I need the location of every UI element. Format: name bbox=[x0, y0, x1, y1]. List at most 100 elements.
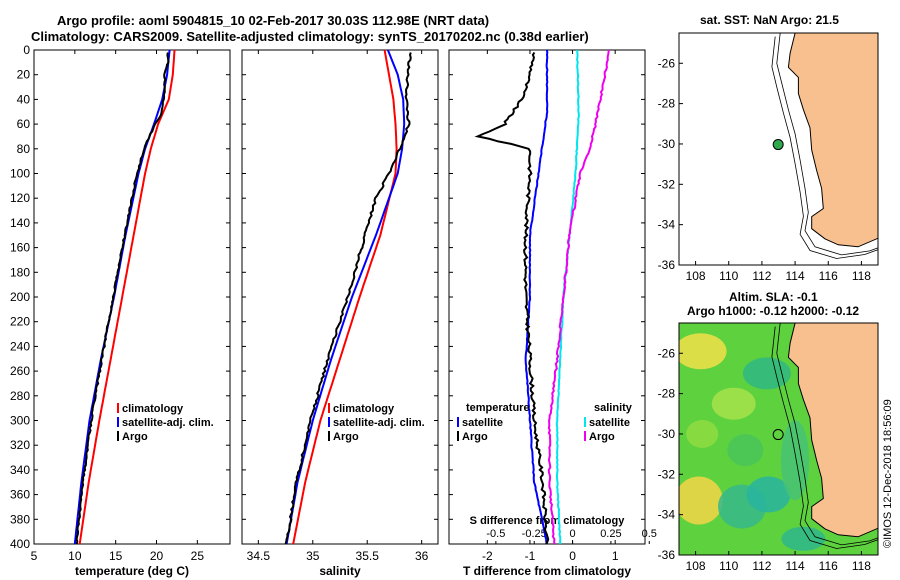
map-x-tick-label: 110 bbox=[719, 559, 738, 573]
plot-frame bbox=[241, 49, 439, 545]
legend-entry: climatology bbox=[333, 403, 395, 415]
legend-entry: Argo bbox=[589, 431, 615, 443]
y-tick-label: 80 bbox=[17, 142, 31, 156]
australia-landmass bbox=[787, 33, 878, 248]
sla-anomaly bbox=[679, 333, 727, 370]
x-tick-label: -1 bbox=[525, 549, 536, 563]
y-tick-label: 300 bbox=[10, 414, 30, 428]
bathymetry-contour bbox=[771, 326, 878, 549]
x-tick-label: 20 bbox=[150, 549, 164, 563]
y-tick-label: 360 bbox=[10, 488, 30, 502]
bathymetry-contour bbox=[776, 33, 878, 256]
y-tick-label: 260 bbox=[10, 364, 30, 378]
x-axis-label: salinity bbox=[319, 564, 361, 578]
x-tick-label: 34.5 bbox=[247, 549, 271, 563]
y-tick-label: 180 bbox=[10, 265, 30, 279]
map-y-tick-label: -36 bbox=[658, 548, 676, 562]
sla-anomaly bbox=[727, 434, 764, 467]
bathymetry-contour bbox=[771, 36, 878, 259]
map-y-tick-label: -28 bbox=[658, 387, 676, 401]
legend-title: temperature bbox=[466, 402, 530, 414]
y-tick-label: 340 bbox=[10, 463, 30, 477]
y-tick-label: 40 bbox=[17, 92, 31, 106]
series-line-argo bbox=[284, 52, 412, 545]
map-y-tick-label: -28 bbox=[658, 97, 676, 111]
y-tick-label: 100 bbox=[10, 167, 30, 181]
x-tick-label: 36 bbox=[415, 549, 429, 563]
x2-tick-label: -0.25 bbox=[522, 528, 547, 540]
map-y-tick-label: -26 bbox=[658, 346, 676, 360]
x2-tick-label: 0 bbox=[570, 528, 576, 540]
sla-anomaly bbox=[781, 420, 810, 501]
australia-landmass bbox=[787, 323, 878, 538]
salinity-panel: 34.5 35 35.5 36 salinity climatology satellite… bbox=[241, 49, 439, 578]
plot-frame bbox=[448, 49, 646, 545]
map-y-tick-label: -30 bbox=[658, 137, 676, 151]
sla-anomaly bbox=[742, 357, 791, 390]
x-tick-label: 5 bbox=[31, 549, 38, 563]
map-y-tick-label: -36 bbox=[658, 258, 676, 272]
legend-entry: satellite-adj. clim. bbox=[122, 417, 214, 429]
sla-map-title-2: Argo h1000: -0.12 h2000: -0.12 bbox=[687, 304, 860, 318]
legend-entry: satellite bbox=[589, 417, 630, 429]
x2-tick-label: -0.5 bbox=[486, 528, 505, 540]
y-tick-label: 120 bbox=[10, 191, 30, 205]
x-tick-label: -2 bbox=[482, 549, 493, 563]
bathymetry-contour bbox=[776, 323, 878, 546]
legend-entry: Argo bbox=[462, 431, 488, 443]
map-y-tick-label: -32 bbox=[658, 467, 676, 481]
map-x-tick-label: 118 bbox=[852, 269, 871, 283]
map-y-tick-label: -26 bbox=[658, 56, 676, 70]
series-line-argo bbox=[75, 52, 170, 545]
series-line-sat-t bbox=[524, 49, 549, 545]
series-line-argo-t bbox=[474, 51, 550, 545]
map-x-tick-label: 116 bbox=[819, 559, 838, 573]
y-tick-label: 20 bbox=[17, 68, 31, 82]
y-tick-label: 0 bbox=[23, 43, 30, 57]
figure-title-line2: Climatology: CARS2009. Satellite-adjuste… bbox=[31, 29, 589, 44]
map-y-tick-label: -34 bbox=[658, 508, 676, 522]
sla-map-title-1: Altim. SLA: -0.1 bbox=[729, 290, 818, 304]
y-tick-label: 220 bbox=[10, 315, 30, 329]
sla-anomaly bbox=[686, 419, 719, 448]
series-line-clim bbox=[78, 49, 176, 545]
figure-title-line1: Argo profile: aoml 5904815_10 02-Feb-201… bbox=[57, 13, 490, 28]
y-tick-label: 200 bbox=[10, 290, 30, 304]
map-x-tick-label: 110 bbox=[719, 269, 738, 283]
map-x-tick-label: 116 bbox=[819, 269, 838, 283]
map-x-tick-label: 114 bbox=[786, 269, 805, 283]
sla-anomaly bbox=[781, 526, 826, 551]
sla-anomaly bbox=[746, 476, 791, 513]
map-y-tick-label: -34 bbox=[658, 218, 676, 232]
y-tick-label: 400 bbox=[10, 537, 30, 551]
map-x-tick-label: 112 bbox=[752, 269, 771, 283]
argo-position-marker bbox=[772, 139, 784, 151]
legend-title: salinity bbox=[594, 402, 633, 414]
x-axis-label: T difference from climatology bbox=[463, 564, 631, 578]
sla-map-panel: 108 110 112 114 116 118 -26 -28 -30 -32 -34 -36 bbox=[658, 322, 879, 573]
x-tick-label: 1 bbox=[612, 549, 619, 563]
y-tick-label: 160 bbox=[10, 241, 30, 255]
y-tick-label: 320 bbox=[10, 438, 30, 452]
map-y-tick-label: -30 bbox=[658, 427, 676, 441]
legend-entry: Argo bbox=[122, 431, 148, 443]
map-y-tick-label: -32 bbox=[658, 177, 676, 191]
map-frame bbox=[678, 32, 879, 266]
argo-position-marker bbox=[772, 429, 784, 441]
x-tick-label: 35 bbox=[306, 549, 320, 563]
y-tick-label: 240 bbox=[10, 339, 30, 353]
legend-entry: satellite-adj. clim. bbox=[333, 417, 425, 429]
map-x-tick-label: 118 bbox=[852, 559, 871, 573]
sla-anomaly bbox=[679, 476, 723, 525]
map-x-tick-label: 114 bbox=[786, 559, 805, 573]
x2-tick-label: 0.25 bbox=[600, 528, 621, 540]
legend-entry: climatology bbox=[122, 403, 184, 415]
y-tick-label: 380 bbox=[10, 512, 30, 526]
y-tick-label: 280 bbox=[10, 389, 30, 403]
y-tick-label: 60 bbox=[17, 117, 31, 131]
x-tick-label: 15 bbox=[109, 549, 123, 563]
y-tick-label: 140 bbox=[10, 216, 30, 230]
x-tick-label: 0 bbox=[569, 549, 576, 563]
